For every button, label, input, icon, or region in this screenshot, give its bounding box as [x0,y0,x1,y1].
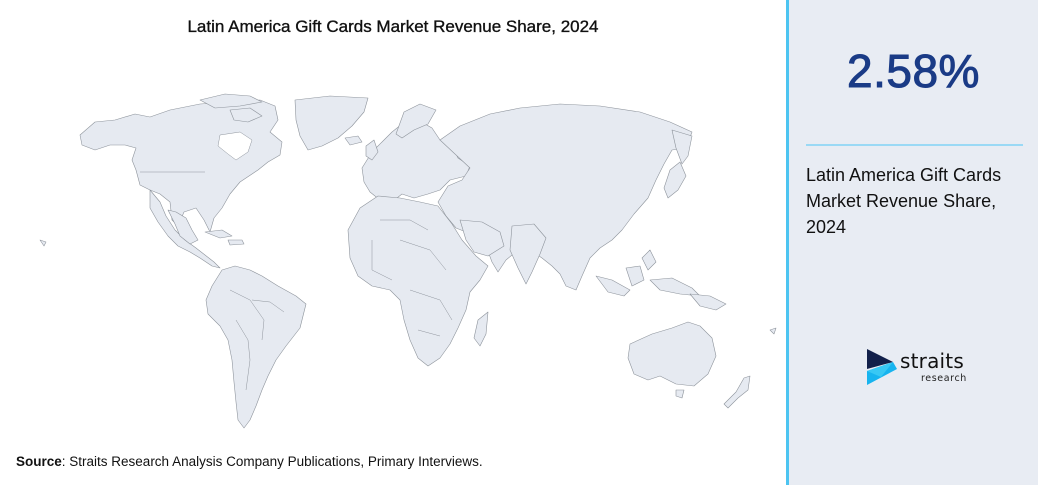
stat-panel: 2.58% Latin America Gift Cards Market Re… [786,0,1038,485]
central-america [149,189,221,269]
straits-chevron-logo-icon [867,349,897,385]
chart-title: Latin America Gift Cards Market Revenue … [187,17,599,36]
south-america [205,265,307,429]
source-label: Source [16,454,62,469]
chart-area: Latin America Gift Cards Market Revenue … [0,16,786,469]
north-america [79,99,283,233]
greenland [294,95,369,151]
stat-label: Latin America Gift Cards Market Revenue … [806,165,1002,237]
straits-research-logo: straits research [867,349,977,387]
australia [627,321,717,387]
source-text: : Straits Research Analysis Company Publ… [61,454,483,469]
logo-subtitle: research [921,373,967,384]
africa [347,195,489,367]
stat-divider [806,144,1023,146]
logo-name: straits [900,349,964,373]
stat-value: 2.58% [847,45,980,98]
world-map [0,90,786,435]
source-note: Source: Straits Research Analysis Compan… [16,454,483,469]
world-map-graphic [39,93,777,429]
